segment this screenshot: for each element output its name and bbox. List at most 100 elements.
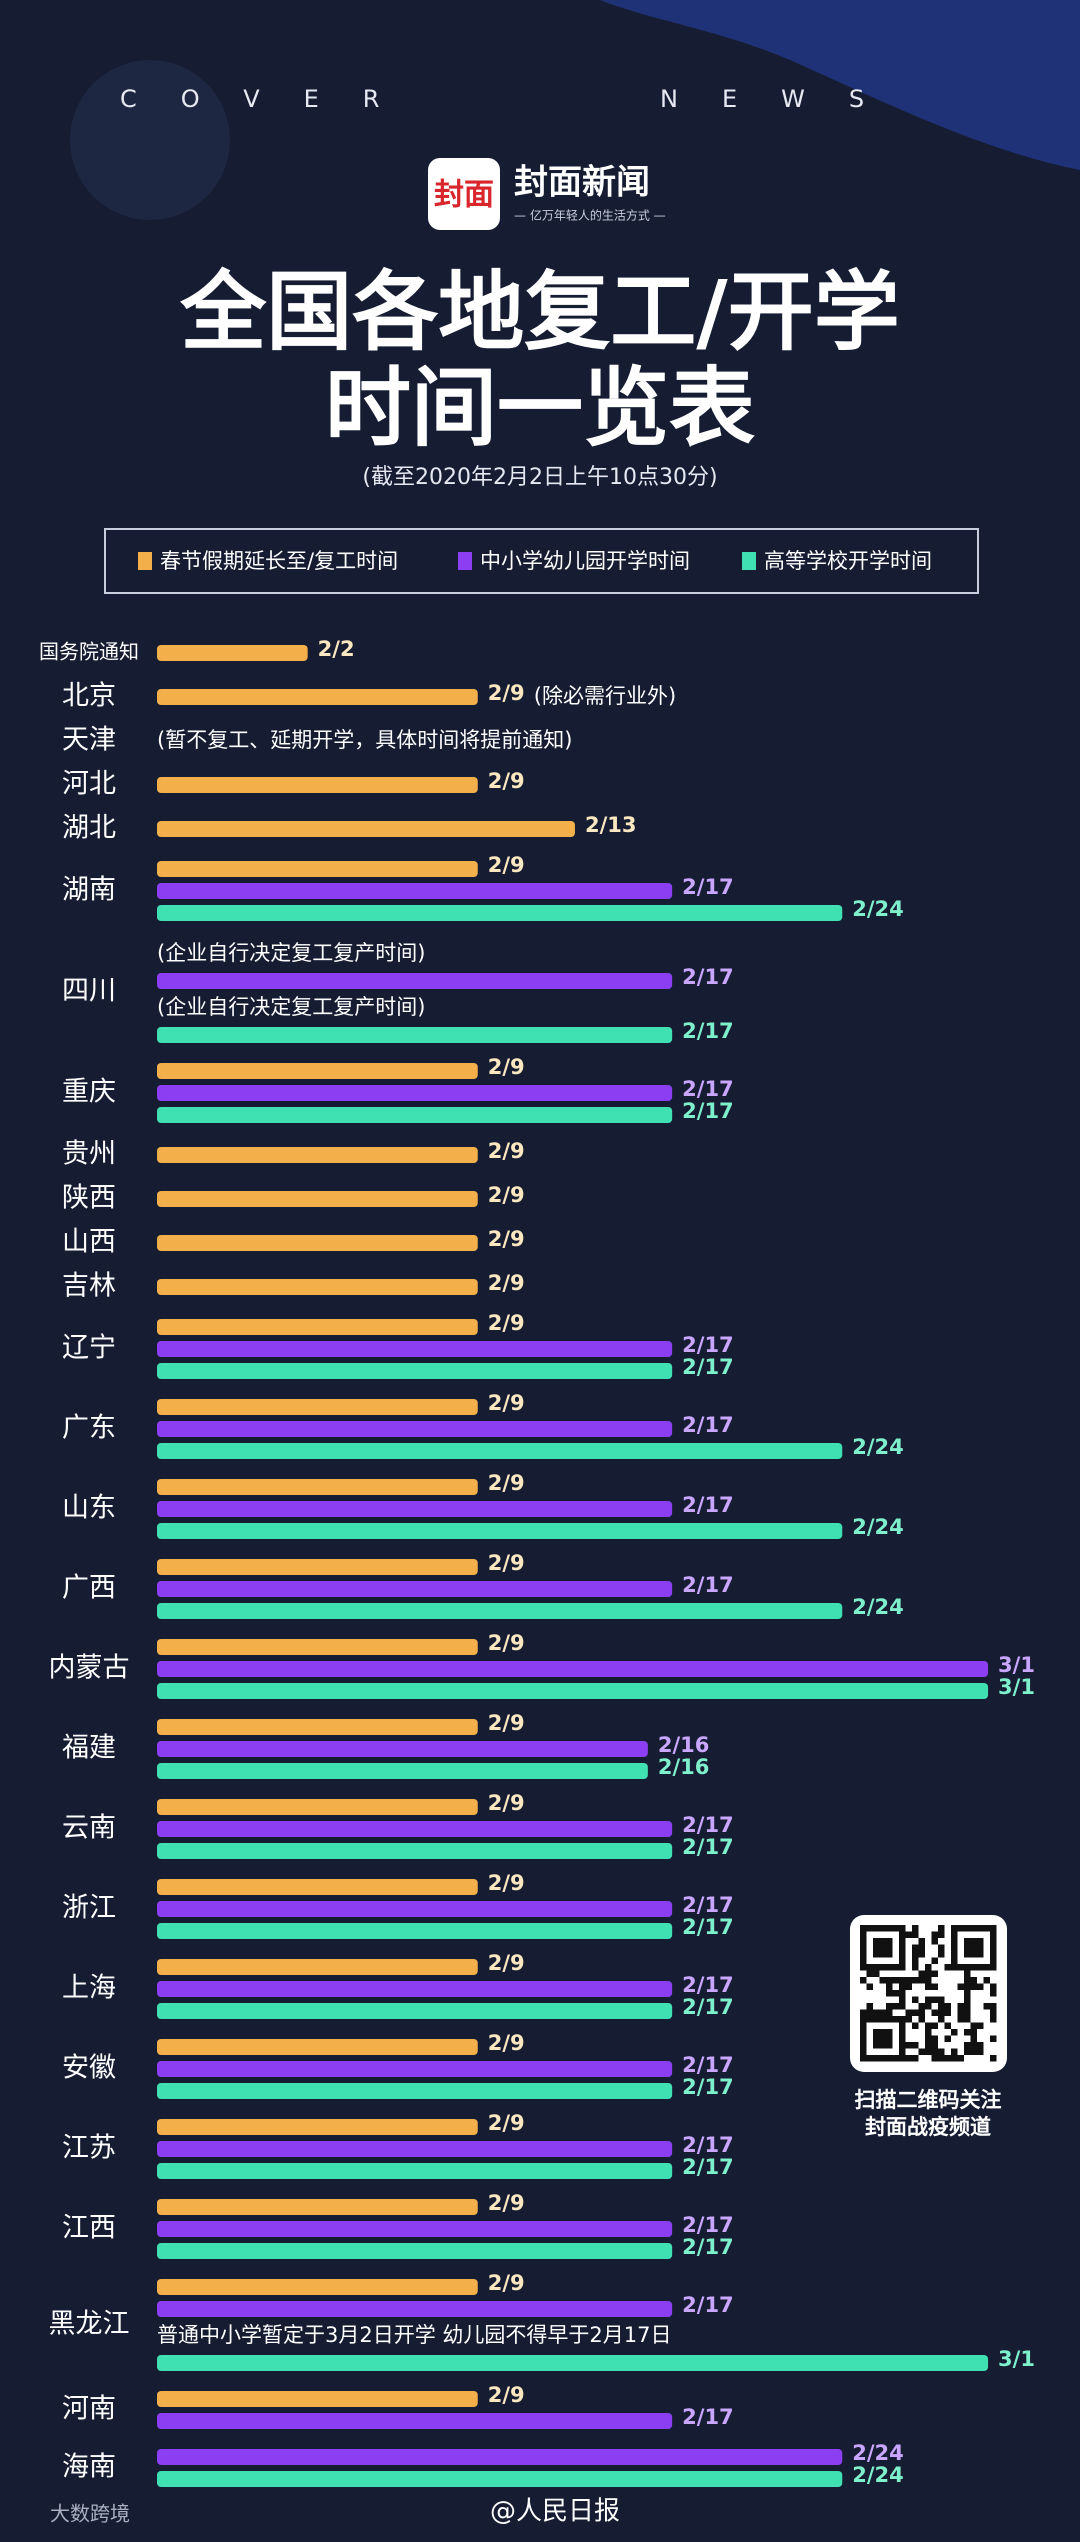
qr-cell	[983, 1925, 990, 1932]
qr-cell	[957, 2016, 964, 2023]
bar	[157, 1763, 648, 1779]
qr-cell	[899, 2048, 906, 2055]
qr-cell	[977, 2048, 984, 2055]
qr-cell	[912, 2022, 919, 2029]
qr-cell	[912, 2042, 919, 2049]
qr-cell	[970, 2022, 977, 2029]
qr-cell	[938, 1951, 945, 1958]
qr-cell	[918, 2016, 925, 2023]
qr-cell	[860, 1931, 867, 1938]
qr-cell	[866, 1925, 873, 1932]
qr-cell	[964, 1990, 971, 1997]
value-label: 2/9	[488, 1871, 525, 1895]
bar	[157, 1319, 478, 1335]
qr-cell	[905, 2009, 912, 2016]
qr-cell	[983, 1964, 990, 1971]
qr-cell	[938, 2003, 945, 2010]
qr-cell	[912, 1951, 919, 1958]
qr-cell	[957, 1925, 964, 1932]
title-line: 全国各地复工/开学	[179, 262, 899, 362]
bar	[157, 2039, 478, 2055]
qr-cell	[957, 1983, 964, 1990]
value-label: 2/16	[658, 1755, 710, 1779]
qr-cell	[931, 2022, 938, 2029]
row-label: 四川	[62, 976, 116, 1007]
value-label: 2/17	[682, 1333, 734, 1357]
qr-cell	[912, 2009, 919, 2016]
value-label: 2/9	[488, 853, 525, 877]
qr-cell	[990, 1951, 997, 1958]
qr-cell	[899, 1938, 906, 1945]
qr-cell	[938, 1996, 945, 2003]
qr-cell	[879, 1944, 886, 1951]
qr-cell	[879, 1925, 886, 1932]
value-label: 2/16	[658, 1733, 710, 1757]
value-label: 2/9	[488, 769, 525, 793]
value-label: 2/17	[682, 2075, 734, 2099]
qr-cell	[912, 1931, 919, 1938]
qr-cell	[899, 2035, 906, 2042]
bar	[157, 973, 673, 989]
bar	[157, 1399, 478, 1415]
qr-cell	[899, 2042, 906, 2049]
qr-cell	[918, 1977, 925, 1984]
value-label: 2/9	[488, 1951, 525, 1975]
qr-cell	[918, 1944, 925, 1951]
row-label: 福建	[62, 1733, 116, 1764]
qr-cell	[886, 1977, 893, 1984]
value-label: 2/9	[488, 1139, 525, 1163]
bar	[157, 1799, 478, 1815]
row-label: 山西	[62, 1227, 116, 1258]
bar	[157, 1279, 478, 1295]
value-label: 2/9	[488, 1471, 525, 1495]
qr-cell	[938, 2055, 945, 2062]
qr-cell	[892, 1964, 899, 1971]
bar	[157, 1341, 673, 1357]
qr-cell	[964, 1938, 971, 1945]
bar	[157, 777, 478, 793]
qr-cell	[886, 1938, 893, 1945]
value-label: 2/17	[682, 2213, 734, 2237]
qr-cell	[899, 1996, 906, 2003]
bar	[157, 1821, 673, 1837]
qr-cell	[899, 2055, 906, 2062]
bar	[157, 1191, 478, 1207]
bar	[157, 1741, 648, 1757]
qr-cell	[912, 1925, 919, 1932]
qr-cell	[990, 1925, 997, 1932]
qr-cell	[964, 1964, 971, 1971]
qr-cell	[892, 1977, 899, 1984]
qr-cell	[925, 2035, 932, 2042]
qr-cell	[925, 2042, 932, 2049]
row-label: 北京	[62, 681, 116, 712]
qr-cell	[899, 1951, 906, 1958]
qr-cell	[990, 1990, 997, 1997]
qr-cell	[990, 2009, 997, 2016]
value-label: 2/9	[488, 1227, 525, 1251]
bar	[157, 2301, 673, 2317]
qr-cell	[990, 2055, 997, 2062]
qr-cell	[860, 1951, 867, 1958]
qr-caption: 封面战疫频道	[865, 2115, 991, 2139]
qr-cell	[866, 2016, 873, 2023]
qr-cell	[951, 2048, 958, 2055]
qr-cell	[879, 2035, 886, 2042]
bar	[157, 1027, 673, 1043]
legend-label: 春节假期延长至/复工时间	[160, 549, 398, 573]
qr-cell	[944, 1964, 951, 1971]
qr-cell	[899, 1957, 906, 1964]
row-label: 国务院通知	[39, 640, 139, 664]
qr-cell	[879, 2055, 886, 2062]
subtitle: (截至2020年2月2日上午10点30分)	[362, 465, 717, 490]
row-label: 云南	[62, 1813, 116, 1844]
value-label: 2/9	[488, 2383, 525, 2407]
row-label: 山东	[62, 1493, 116, 1524]
legend-label: 中小学幼儿园开学时间	[480, 549, 690, 573]
news-text: NEWS	[660, 85, 908, 113]
bar	[157, 2355, 989, 2371]
value-label: 2/17	[682, 1915, 734, 1939]
value-label: 2/17	[682, 1995, 734, 2019]
qr-cell	[912, 2055, 919, 2062]
value-label: 2/17	[682, 1893, 734, 1917]
